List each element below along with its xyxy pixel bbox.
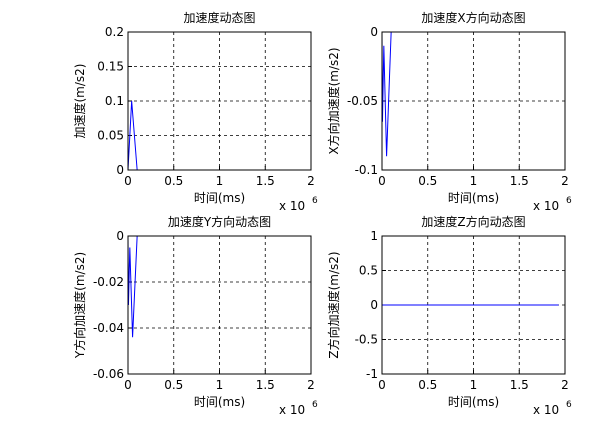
y-axis-label: 加速度(m/s2) bbox=[72, 64, 87, 139]
x-multiplier: x 10 bbox=[279, 199, 305, 213]
x-multiplier-exponent: 6 bbox=[312, 196, 318, 206]
axes-box bbox=[381, 31, 566, 171]
x-tick-label: 0.5 bbox=[164, 378, 183, 392]
y-tick-label: -0.06 bbox=[93, 367, 124, 381]
y-tick-label: -0.5 bbox=[355, 333, 378, 347]
x-tick-label: 0 bbox=[124, 174, 132, 188]
x-tick-label: 0 bbox=[378, 378, 386, 392]
x-axis-label: 时间(ms) bbox=[194, 395, 245, 409]
x-multiplier-exponent: 6 bbox=[566, 400, 572, 410]
y-tick-label: -0.05 bbox=[347, 94, 378, 108]
x-tick-label: 1 bbox=[470, 174, 478, 188]
x-tick-label: 1 bbox=[216, 174, 224, 188]
y-tick-label: -0.1 bbox=[355, 163, 378, 177]
x-tick-label: 1.5 bbox=[510, 174, 529, 188]
x-multiplier-exponent: 6 bbox=[566, 196, 572, 206]
y-tick-label: 0.15 bbox=[97, 60, 124, 74]
x-axis-label: 时间(ms) bbox=[194, 191, 245, 205]
y-tick-label: -1 bbox=[366, 367, 378, 381]
y-tick-label: 0 bbox=[370, 25, 378, 39]
x-tick-label: 0.5 bbox=[418, 174, 437, 188]
x-multiplier: x 10 bbox=[533, 403, 559, 417]
x-tick-label: 1.5 bbox=[256, 378, 275, 392]
axes-box bbox=[127, 235, 312, 375]
chart-title: 加速度X方向动态图 bbox=[421, 10, 525, 25]
x-multiplier: x 10 bbox=[533, 199, 559, 213]
axes-box bbox=[127, 31, 312, 171]
x-tick-label: 2 bbox=[561, 378, 569, 392]
y-tick-label: -0.02 bbox=[93, 275, 124, 289]
y-tick-label: 0.05 bbox=[97, 129, 124, 143]
x-tick-label: 1.5 bbox=[256, 174, 275, 188]
y-tick-label: 0.1 bbox=[105, 94, 124, 108]
chart-title: 加速度动态图 bbox=[183, 10, 255, 25]
y-tick-label: 0 bbox=[116, 163, 124, 177]
x-multiplier-exponent: 6 bbox=[312, 400, 318, 410]
y-tick-label: 0.5 bbox=[359, 264, 378, 278]
x-tick-label: 2 bbox=[307, 378, 315, 392]
y-tick-label: 0 bbox=[116, 229, 124, 243]
chart-title: 加速度Y方向动态图 bbox=[168, 214, 271, 229]
y-axis-label: X方向加速度(m/s2) bbox=[326, 47, 341, 154]
y-tick-label: 1 bbox=[370, 229, 378, 243]
y-tick-label: 0 bbox=[370, 298, 378, 312]
x-axis-label: 时间(ms) bbox=[448, 395, 499, 409]
x-tick-label: 0 bbox=[378, 174, 386, 188]
x-tick-label: 2 bbox=[561, 174, 569, 188]
x-tick-label: 0.5 bbox=[418, 378, 437, 392]
x-tick-label: 1 bbox=[470, 378, 478, 392]
x-tick-label: 1 bbox=[216, 378, 224, 392]
y-tick-label: 0.2 bbox=[105, 25, 124, 39]
x-tick-label: 2 bbox=[307, 174, 315, 188]
chart-title: 加速度Z方向动态图 bbox=[421, 214, 525, 229]
x-tick-label: 0.5 bbox=[164, 174, 183, 188]
axes-box bbox=[381, 235, 566, 375]
x-tick-label: 0 bbox=[124, 378, 132, 392]
x-multiplier: x 10 bbox=[279, 403, 305, 417]
y-tick-label: -0.04 bbox=[93, 321, 124, 335]
y-axis-label: Y方向加速度(m/s2) bbox=[72, 252, 87, 359]
x-axis-label: 时间(ms) bbox=[448, 191, 499, 205]
y-axis-label: Z方向加速度(m/s2) bbox=[326, 251, 341, 358]
x-tick-label: 1.5 bbox=[510, 378, 529, 392]
